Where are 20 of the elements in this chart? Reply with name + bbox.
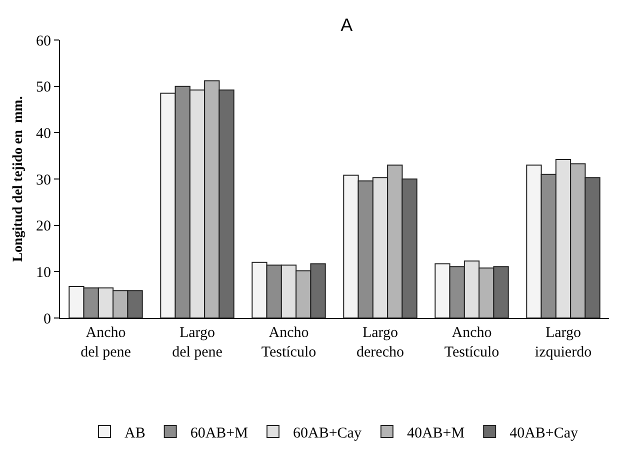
y-tick-label: 60 xyxy=(36,33,51,50)
y-tick-label: 50 xyxy=(36,80,51,96)
y-tick-label: 20 xyxy=(36,218,51,235)
y-tick-label: 0 xyxy=(44,311,51,328)
legend-label: 60AB+Cay xyxy=(292,425,362,442)
legend-label: 60AB+M xyxy=(190,425,248,442)
y-tick-label: 10 xyxy=(36,264,51,281)
x-tick-label: Ancho Testículo xyxy=(261,325,316,360)
x-tick-label: Largo izquierdo xyxy=(534,325,592,360)
legend-label: 40AB+Cay xyxy=(510,425,579,442)
y-axis-title: Longitud del tejido en mm. xyxy=(11,96,26,262)
y-tick-label: 30 xyxy=(36,172,51,188)
x-tick-label: Largo del pene xyxy=(172,325,223,360)
y-tick-label: 40 xyxy=(36,126,51,142)
x-tick-label: Ancho del pene xyxy=(80,325,132,360)
legend-label: 40AB+M xyxy=(406,425,465,442)
chart-title: A xyxy=(340,14,353,35)
x-tick-label: Ancho Testículo xyxy=(444,325,500,360)
x-tick-label: Largo derecho xyxy=(356,325,404,360)
legend-label: AB xyxy=(124,425,146,442)
